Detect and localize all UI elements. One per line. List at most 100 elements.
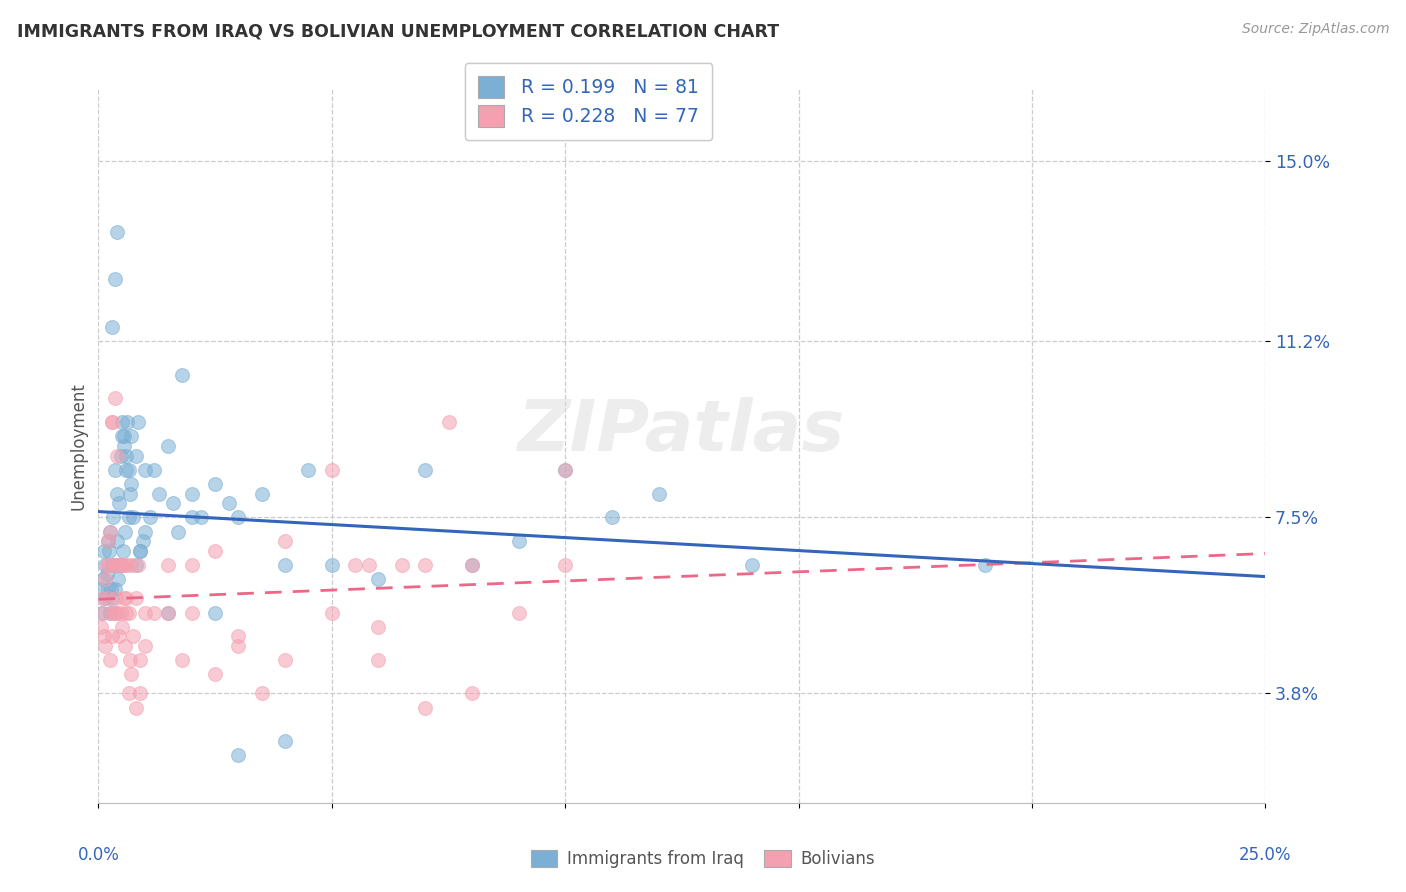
Point bbox=[321, 558, 343, 572]
Point bbox=[111, 558, 134, 572]
Point bbox=[344, 558, 367, 572]
Point bbox=[413, 558, 436, 572]
Point bbox=[94, 572, 117, 586]
Point bbox=[114, 524, 136, 539]
Point bbox=[94, 639, 117, 653]
Point bbox=[321, 463, 343, 477]
Point bbox=[104, 272, 127, 286]
Point bbox=[108, 629, 131, 643]
Point bbox=[115, 606, 138, 620]
Point bbox=[91, 606, 114, 620]
Point bbox=[98, 653, 121, 667]
Point bbox=[172, 653, 194, 667]
Point bbox=[108, 558, 131, 572]
Point bbox=[180, 558, 202, 572]
Text: ZIPatlas: ZIPatlas bbox=[519, 397, 845, 467]
Point bbox=[97, 534, 120, 549]
Point bbox=[228, 629, 250, 643]
Point bbox=[297, 463, 319, 477]
Point bbox=[112, 429, 135, 443]
Point bbox=[91, 591, 114, 606]
Point bbox=[120, 429, 142, 443]
Point bbox=[97, 558, 120, 572]
Point bbox=[97, 534, 120, 549]
Point bbox=[98, 524, 121, 539]
Point bbox=[148, 486, 170, 500]
Point bbox=[122, 510, 145, 524]
Point bbox=[391, 558, 413, 572]
Point bbox=[101, 320, 124, 334]
Point bbox=[105, 449, 128, 463]
Point bbox=[100, 606, 122, 620]
Point bbox=[413, 700, 436, 714]
Y-axis label: Unemployment: Unemployment bbox=[69, 382, 87, 510]
Point bbox=[125, 591, 148, 606]
Point bbox=[204, 606, 226, 620]
Point bbox=[111, 543, 134, 558]
Point bbox=[129, 543, 152, 558]
Point bbox=[127, 415, 149, 429]
Point bbox=[554, 463, 576, 477]
Point bbox=[115, 463, 138, 477]
Point bbox=[104, 392, 127, 406]
Point bbox=[367, 620, 389, 634]
Point bbox=[107, 572, 129, 586]
Point bbox=[101, 415, 124, 429]
Legend:  R = 0.199   N = 81,  R = 0.228   N = 77: R = 0.199 N = 81, R = 0.228 N = 77 bbox=[465, 63, 713, 140]
Point bbox=[101, 415, 124, 429]
Point bbox=[111, 429, 134, 443]
Point bbox=[180, 606, 202, 620]
Point bbox=[118, 606, 141, 620]
Point bbox=[437, 415, 460, 429]
Point bbox=[461, 686, 484, 700]
Point bbox=[274, 534, 297, 549]
Point bbox=[97, 582, 120, 596]
Point bbox=[100, 582, 122, 596]
Point bbox=[112, 558, 135, 572]
Point bbox=[359, 558, 381, 572]
Point bbox=[134, 639, 156, 653]
Point bbox=[143, 606, 166, 620]
Point bbox=[112, 439, 135, 453]
Legend: Immigrants from Iraq, Bolivians: Immigrants from Iraq, Bolivians bbox=[524, 843, 882, 875]
Point bbox=[115, 449, 138, 463]
Point bbox=[134, 524, 156, 539]
Point bbox=[120, 558, 142, 572]
Point bbox=[118, 463, 141, 477]
Point bbox=[96, 558, 118, 572]
Point bbox=[104, 463, 127, 477]
Point bbox=[98, 606, 121, 620]
Point bbox=[139, 510, 162, 524]
Point bbox=[110, 606, 132, 620]
Point bbox=[104, 606, 127, 620]
Point bbox=[107, 558, 129, 572]
Point bbox=[105, 591, 128, 606]
Point bbox=[157, 558, 180, 572]
Point bbox=[125, 449, 148, 463]
Point bbox=[250, 486, 273, 500]
Point bbox=[157, 606, 180, 620]
Point bbox=[90, 582, 112, 596]
Point bbox=[114, 639, 136, 653]
Point bbox=[105, 534, 128, 549]
Point bbox=[105, 558, 128, 572]
Point bbox=[134, 606, 156, 620]
Point bbox=[120, 667, 142, 681]
Point bbox=[413, 463, 436, 477]
Point bbox=[461, 558, 484, 572]
Point bbox=[97, 543, 120, 558]
Point bbox=[105, 558, 128, 572]
Point bbox=[274, 558, 297, 572]
Point bbox=[111, 415, 134, 429]
Point bbox=[228, 639, 250, 653]
Point bbox=[94, 591, 117, 606]
Text: 0.0%: 0.0% bbox=[77, 846, 120, 863]
Point bbox=[101, 629, 124, 643]
Point bbox=[97, 591, 120, 606]
Point bbox=[98, 524, 121, 539]
Point bbox=[91, 606, 114, 620]
Point bbox=[134, 463, 156, 477]
Point bbox=[125, 700, 148, 714]
Text: Source: ZipAtlas.com: Source: ZipAtlas.com bbox=[1241, 22, 1389, 37]
Point bbox=[132, 534, 155, 549]
